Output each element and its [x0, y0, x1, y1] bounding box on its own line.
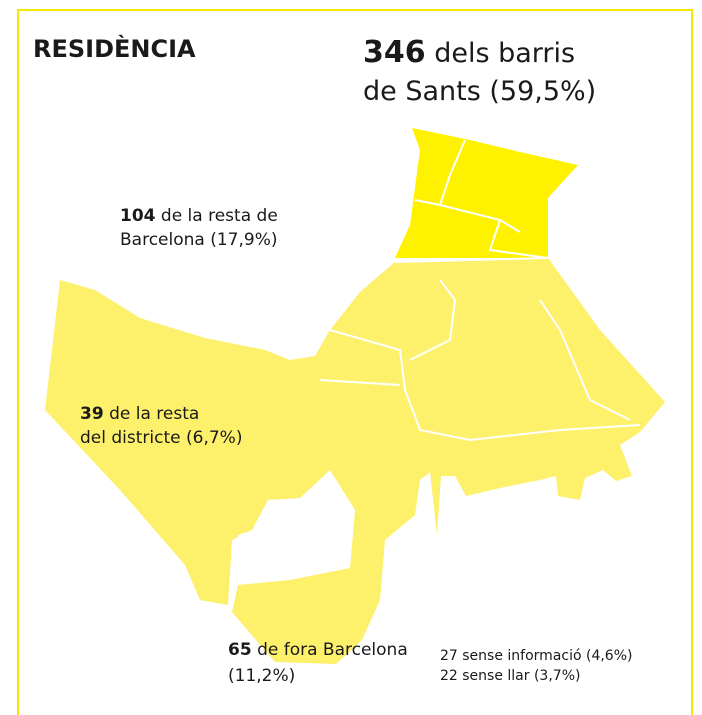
- count: 65: [228, 640, 252, 660]
- label-line: Barcelona (17,9%): [120, 230, 278, 250]
- count: 104: [120, 206, 156, 226]
- label-line: del districte (6,7%): [80, 428, 242, 448]
- group-label: 346 dels barris: [363, 35, 575, 70]
- group-label: 65 de fora Barcelona: [228, 640, 408, 660]
- group-label: 104 de la resta de: [120, 206, 278, 226]
- title: RESIDÈNCIA: [33, 34, 196, 63]
- label-line: de la resta de: [161, 206, 278, 226]
- map-notch: [238, 505, 350, 558]
- label-line: de la resta: [109, 404, 199, 424]
- note: 22 sense llar (3,7%): [440, 668, 580, 684]
- note: 27 sense informació (4,6%): [440, 648, 632, 664]
- map-area: [45, 258, 665, 664]
- group-label: 39 de la resta: [80, 404, 199, 424]
- label-line: de fora Barcelona: [257, 640, 408, 660]
- label-line: dels barris: [434, 38, 575, 69]
- count: 346: [363, 35, 426, 70]
- count: 39: [80, 404, 104, 424]
- boundaries: [319, 139, 641, 442]
- sants-area: [395, 128, 578, 258]
- label-line: (11,2%): [228, 666, 295, 686]
- frame: [17, 9, 693, 715]
- label-line: de Sants (59,5%): [363, 76, 596, 107]
